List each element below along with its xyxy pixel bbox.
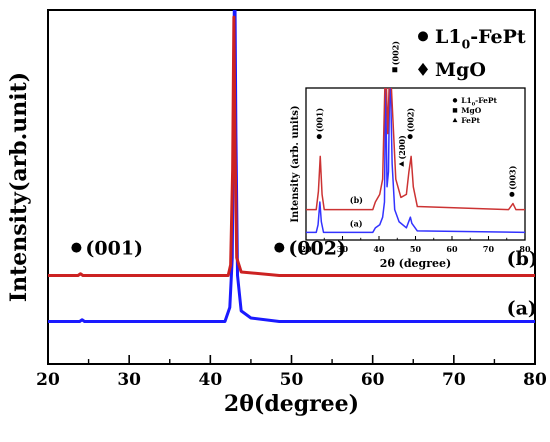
x-tick-label: 20 — [36, 370, 60, 390]
legend-label: L10-FePt — [435, 26, 526, 52]
legend-text: L1 — [461, 96, 472, 105]
legend-label: FePt — [461, 116, 480, 125]
peak-label: (002) — [406, 108, 416, 132]
y-axis-label: Intensity (arb. units) — [290, 105, 301, 222]
legend-text: L1 — [435, 26, 462, 48]
x-tick-label: 60 — [446, 244, 458, 254]
x-tick-label: 70 — [442, 370, 466, 390]
legend-suffix: -FePt — [470, 26, 526, 48]
series-line-a — [306, 88, 525, 234]
peak-marker — [274, 242, 285, 253]
y-axis-label: Intensity(arb.unit) — [6, 72, 32, 302]
peak-label: (002) — [390, 41, 400, 65]
peak-marker — [398, 161, 404, 167]
legend-sub: 0 — [472, 101, 476, 107]
x-tick-label: 30 — [337, 244, 349, 254]
legend-marker — [418, 62, 428, 76]
legend-marker — [452, 98, 458, 103]
peak-label-group: (003) — [507, 165, 517, 197]
peak-marker — [71, 242, 82, 253]
peak-label-group: (200) — [397, 135, 407, 167]
x-tick-label: 70 — [483, 244, 495, 254]
series-line-b — [306, 88, 525, 211]
legend-suffix: -FePt — [475, 96, 497, 105]
legend-text: MgO — [435, 59, 486, 81]
peak-marker — [316, 134, 322, 140]
legend-marker — [452, 108, 458, 113]
curve-label: (b) — [507, 248, 538, 270]
inset-plot: 20 30 40 50 60 70 80 2θ (degree) Intensity (arb.… — [290, 41, 531, 270]
data-layer — [48, 10, 535, 324]
peak-marker — [407, 134, 413, 140]
peak-label: (002) — [288, 237, 346, 259]
legend-label: MgO — [461, 106, 482, 115]
x-tick-label: 80 — [519, 244, 531, 254]
legend-sub: 0 — [462, 37, 471, 52]
legend-label: L10-FePt — [461, 96, 497, 107]
legend-text: FePt — [461, 116, 480, 125]
peak-label-group: (002) — [390, 41, 400, 73]
x-tick-label: 40 — [373, 244, 385, 254]
series-line-b — [48, 15, 535, 277]
x-axis-label: 2θ (degree) — [380, 257, 451, 270]
legend-marker — [418, 31, 428, 42]
curve-label: (a) — [350, 218, 363, 228]
curve-label: (b) — [350, 195, 363, 205]
x-tick-label: 80 — [523, 370, 547, 390]
x-tick-label: 50 — [280, 370, 304, 390]
peak-label: (001) — [85, 237, 143, 259]
x-tick-label: 50 — [410, 244, 422, 254]
peak-label-group: (002) — [406, 108, 416, 140]
x-tick-label: 20 — [300, 244, 312, 254]
peak-label: (003) — [507, 165, 517, 189]
x-tick-label: 40 — [198, 370, 222, 390]
x-axis-label: 2θ(degree) — [224, 391, 359, 417]
data-layer — [306, 88, 525, 234]
peak-label-group: (001) — [315, 108, 325, 140]
legend-text: MgO — [461, 106, 482, 115]
peak-label: (001) — [315, 108, 325, 132]
x-tick-label: 60 — [361, 370, 385, 390]
peak-marker — [392, 67, 398, 73]
peak-label: (200) — [397, 135, 407, 159]
curve-label: (a) — [507, 297, 537, 319]
legend-label: MgO — [435, 59, 486, 81]
x-tick-label: 30 — [117, 370, 141, 390]
peak-marker — [509, 191, 515, 197]
legend-marker — [452, 117, 458, 123]
plot-frame — [305, 87, 526, 241]
